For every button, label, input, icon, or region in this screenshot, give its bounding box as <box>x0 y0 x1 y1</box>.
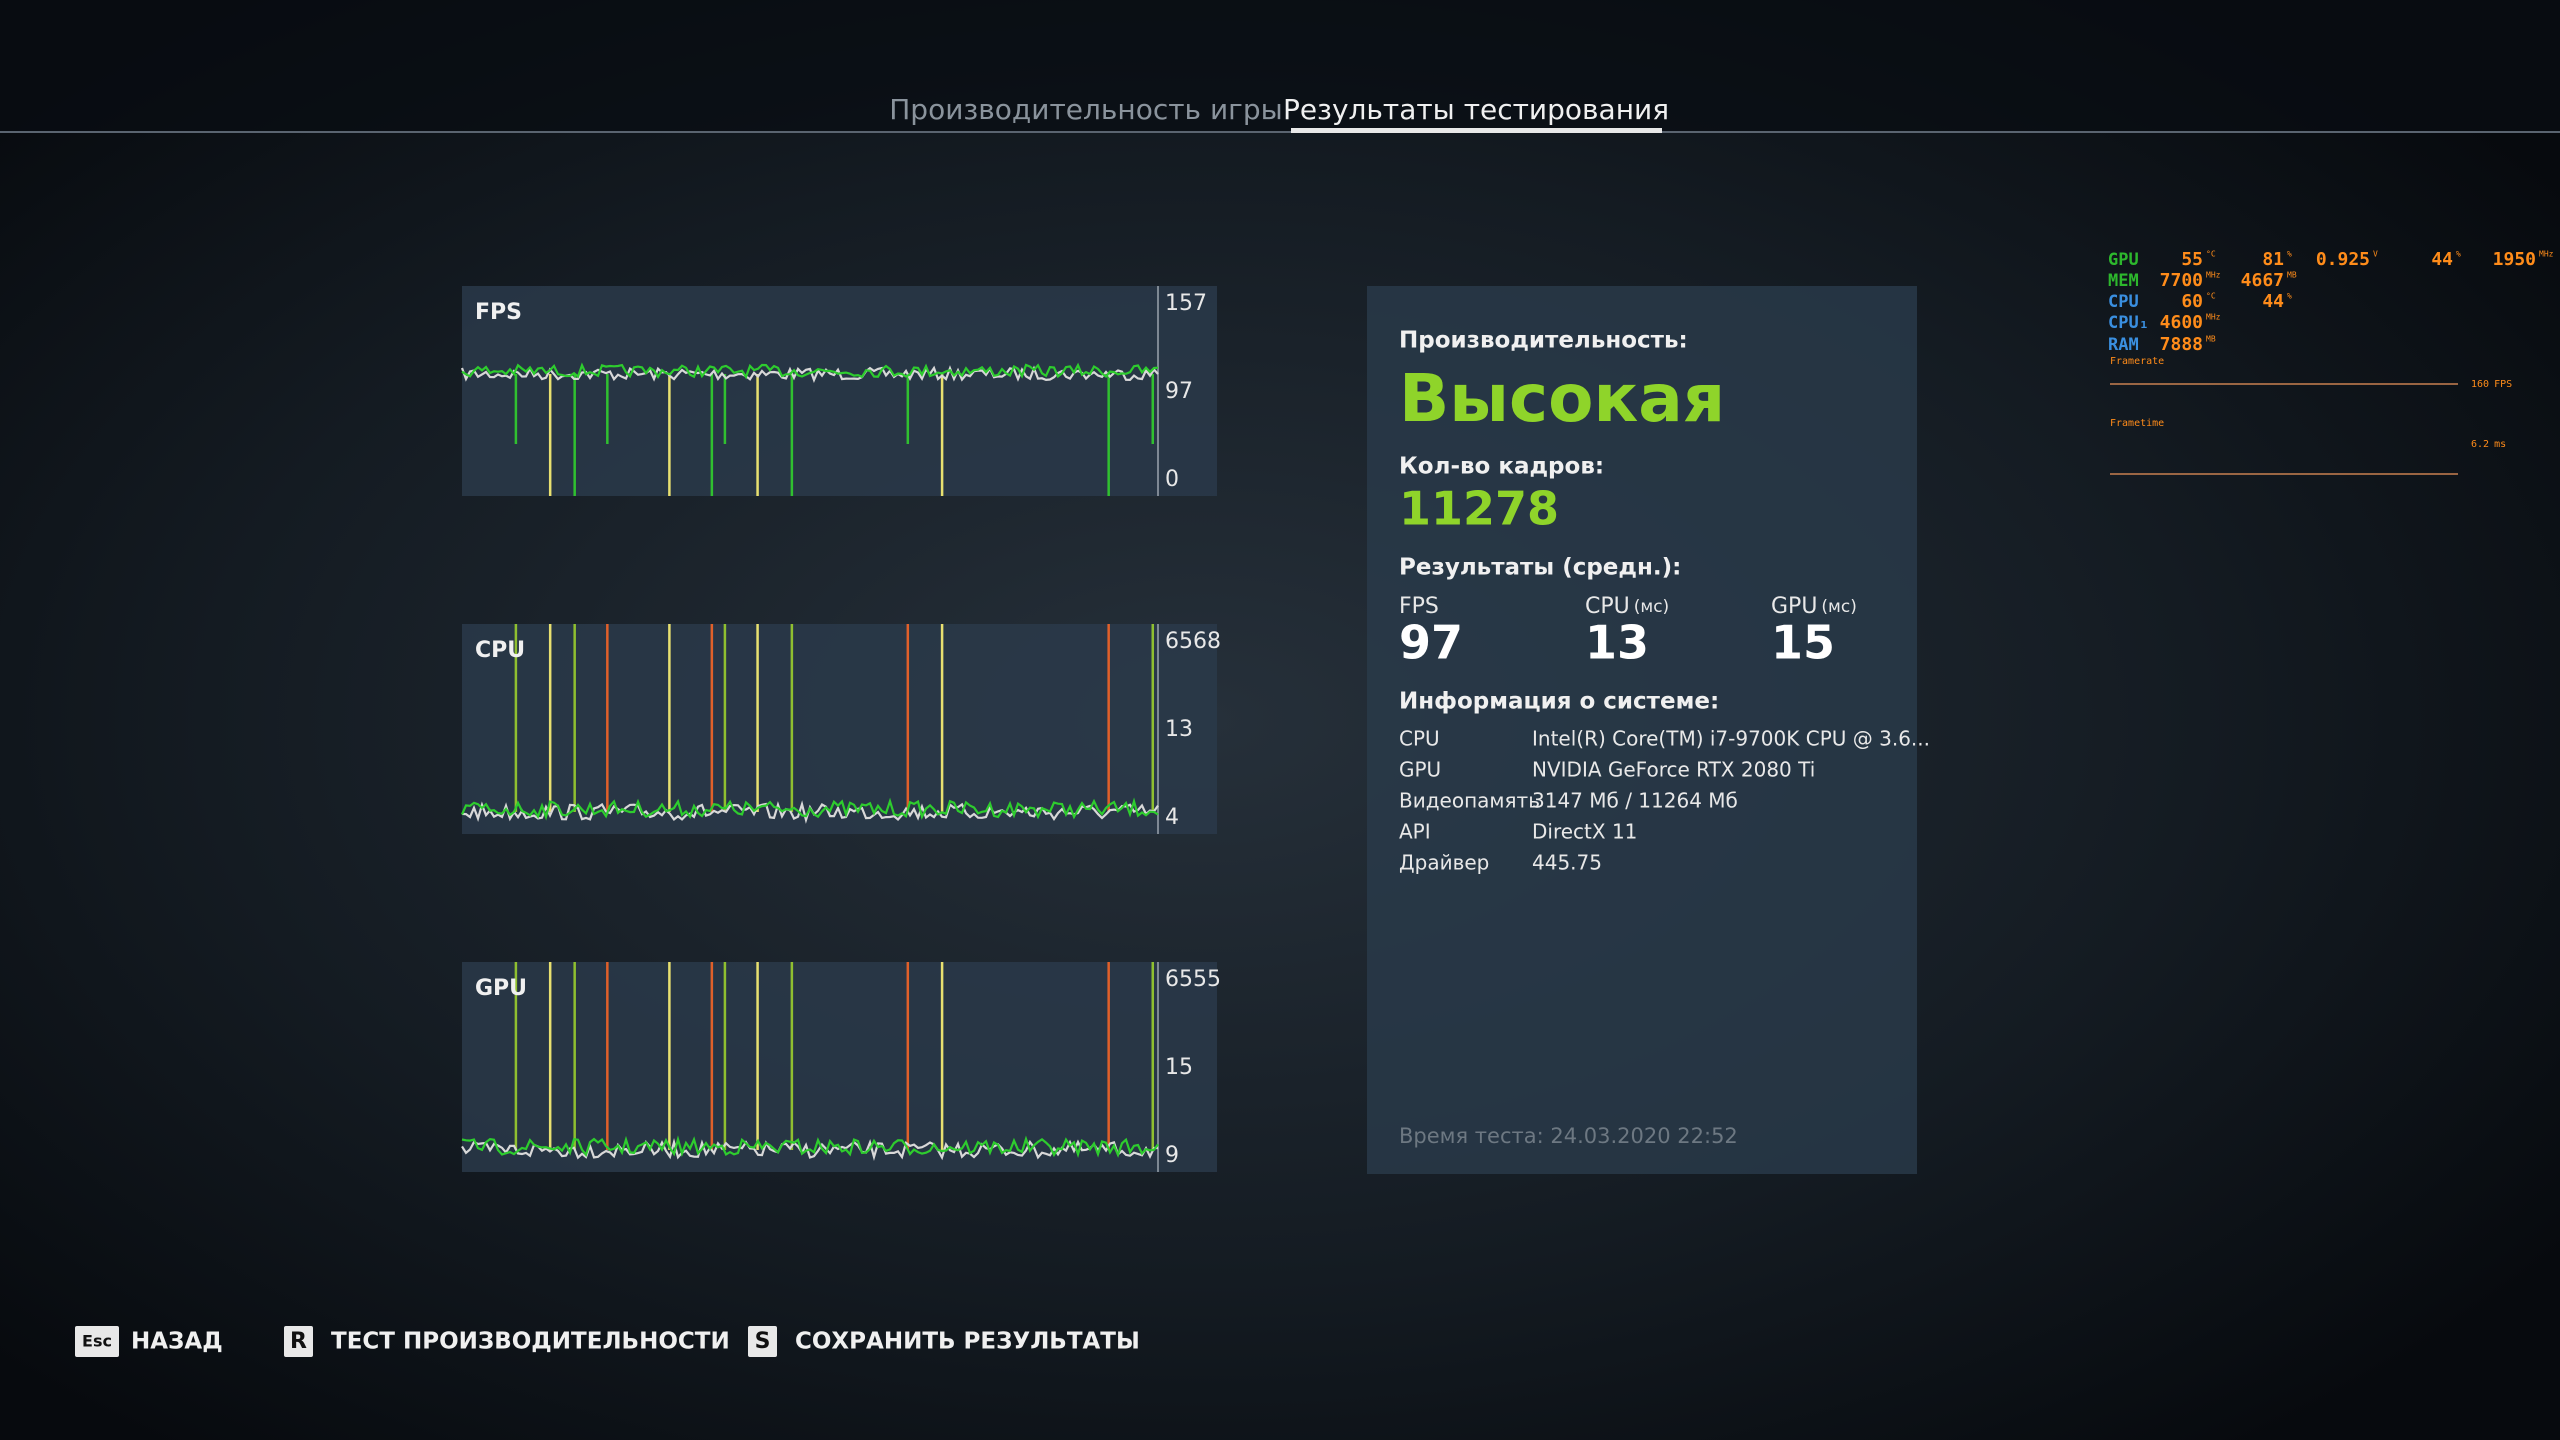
graph-panel <box>462 962 1217 1172</box>
graph-scale: 9 <box>1165 1143 1179 1168</box>
osd-value: 4600 <box>2160 312 2203 333</box>
performance: Высокая <box>1399 360 1725 437</box>
system-key: CPU <box>1399 727 1440 751</box>
label: Кол-во кадров: <box>1399 454 1604 480</box>
graph-scale: 6555 <box>1165 967 1221 992</box>
osd-unit: MB <box>2287 271 2297 280</box>
avg-value: 15 <box>1771 616 1835 670</box>
graph-scale: 4 <box>1165 805 1179 830</box>
avg-value: 13 <box>1585 616 1649 670</box>
graph-scale: 0 <box>1165 467 1179 492</box>
footer-action[interactable]: ТЕСТ ПРОИЗВОДИТЕЛЬНОСТИ <box>331 1329 730 1355</box>
osd-value: 60 <box>2181 291 2203 312</box>
osd-graph-unit: FPS <box>2494 379 2512 390</box>
system-key: GPU <box>1399 758 1441 782</box>
label: Производительность: <box>1399 328 1688 354</box>
osd-graph-value: 6.2 <box>2471 439 2489 450</box>
label: Результаты (средн.): <box>1399 555 1681 581</box>
osd-value: 0.925 <box>2316 249 2370 270</box>
osd-unit: °C <box>2206 250 2216 259</box>
osd-unit: % <box>2456 250 2461 259</box>
system-key: Драйвер <box>1399 851 1489 875</box>
osd-value: 4667 <box>2241 270 2284 291</box>
system-value: DirectX 11 <box>1532 820 1637 844</box>
graph-trace <box>460 797 1159 821</box>
osd-value: 1950 <box>2493 249 2536 270</box>
avg-unit: (мс) <box>1821 597 1856 617</box>
graph-trace <box>461 1137 1158 1162</box>
osd-unit: MHz <box>2206 313 2221 322</box>
avg-value: 97 <box>1399 616 1463 670</box>
key: Esc <box>82 1332 112 1351</box>
graph-panel <box>462 624 1217 834</box>
graph-trace <box>460 365 1159 384</box>
system-value: 3147 Мб / 11264 Мб <box>1532 789 1738 813</box>
footer-action[interactable]: НАЗАД <box>131 1329 223 1355</box>
graph-trace <box>461 1135 1159 1158</box>
active-tab-underline <box>1291 128 1662 133</box>
tab[interactable]: Результаты тестирования <box>1283 93 1669 126</box>
graph-scale: 157 <box>1165 291 1207 316</box>
graph-label: FPS <box>475 300 522 325</box>
osd-value: 81 <box>2262 249 2284 270</box>
avg-unit: (мс) <box>1634 597 1669 617</box>
osd-label: CPU <box>2108 292 2139 312</box>
osd-label: CPU₁ <box>2108 313 2149 333</box>
osd-graph-unit: ms <box>2494 439 2506 450</box>
osd-unit: MHz <box>2539 250 2554 259</box>
osd-unit: MB <box>2206 335 2216 344</box>
osd-value: 7700 <box>2160 270 2203 291</box>
osd-value: 55 <box>2181 249 2203 270</box>
key-badge <box>75 1326 119 1357</box>
avg-name: CPU (мс) <box>1585 594 1669 619</box>
system-key: Видеопамять <box>1399 789 1540 813</box>
system-value: NVIDIA GeForce RTX 2080 Ti <box>1532 758 1815 782</box>
frames: 11278 <box>1399 482 1559 536</box>
osd-unit: °C <box>2206 292 2216 301</box>
osd-value: 44 <box>2262 291 2284 312</box>
system-value: Intel(R) Core(TM) i7-9700K CPU @ 3.6... <box>1532 727 1930 751</box>
content: Производительность игры Результаты тестир… <box>75 93 2554 1357</box>
system-value: 445.75 <box>1532 851 1602 875</box>
graph-scale: 13 <box>1165 717 1193 742</box>
osd-unit: % <box>2287 292 2292 301</box>
osd-graph-label: Frametime <box>2110 418 2164 429</box>
osd-unit: V <box>2373 250 2378 259</box>
graph-trace <box>461 362 1159 380</box>
key: R <box>290 1329 307 1354</box>
test-time: Время теста: 24.03.2020 22:52 <box>1399 1124 1738 1148</box>
osd-value: 44 <box>2431 249 2453 270</box>
results-panel <box>1367 286 1917 1174</box>
system-key: API <box>1399 820 1431 844</box>
key-badge <box>284 1326 313 1357</box>
osd-label: GPU <box>2108 250 2139 270</box>
graph-scale: 97 <box>1165 379 1193 404</box>
osd-graph-label: Framerate <box>2110 356 2164 367</box>
footer-action[interactable]: СОХРАНИТЬ РЕЗУЛЬТАТЫ <box>795 1329 1140 1355</box>
graph-label: CPU <box>475 638 525 663</box>
header-bar <box>0 0 2560 132</box>
osd-label: MEM <box>2108 271 2139 291</box>
avg-name: GPU (мс) <box>1771 594 1857 619</box>
graph-scale: 6568 <box>1165 629 1221 654</box>
osd-graph-value: 160 <box>2471 379 2489 390</box>
avg-name: FPS <box>1399 594 1439 619</box>
label: Информация о системе: <box>1399 689 1719 715</box>
key: S <box>755 1329 771 1354</box>
tab[interactable]: Производительность игры <box>889 93 1283 126</box>
osd-unit: MHz <box>2206 271 2221 280</box>
osd-value: 7888 <box>2160 334 2203 355</box>
graph-panel <box>462 286 1217 496</box>
osd-unit: % <box>2287 250 2292 259</box>
osd-label: RAM <box>2108 335 2139 355</box>
graph-label: GPU <box>475 976 527 1001</box>
graph-scale: 15 <box>1165 1055 1193 1080</box>
key-badge <box>748 1326 777 1357</box>
